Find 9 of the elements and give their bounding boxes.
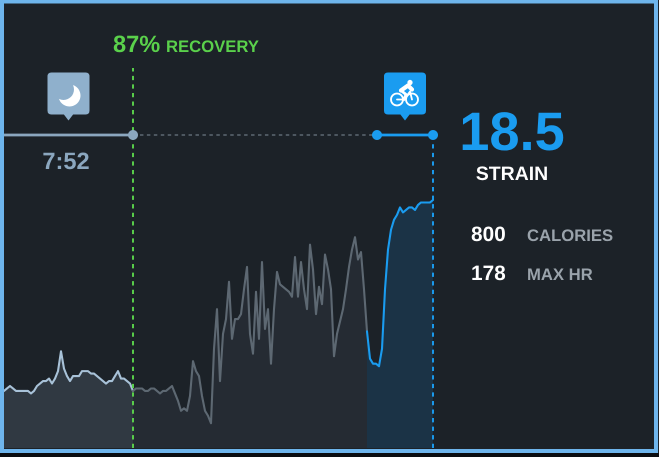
text: 18.5 bbox=[462, 112, 564, 151]
text: MAX HR bbox=[528, 268, 592, 280]
text: 87% bbox=[114, 36, 160, 52]
text: 800 bbox=[472, 226, 505, 242]
text: 178 bbox=[472, 265, 506, 280]
text: CALORIES bbox=[528, 229, 612, 242]
text: STRAIN bbox=[476, 166, 547, 180]
text: 7:52 bbox=[43, 152, 89, 170]
text: RECOVERY bbox=[167, 40, 259, 52]
